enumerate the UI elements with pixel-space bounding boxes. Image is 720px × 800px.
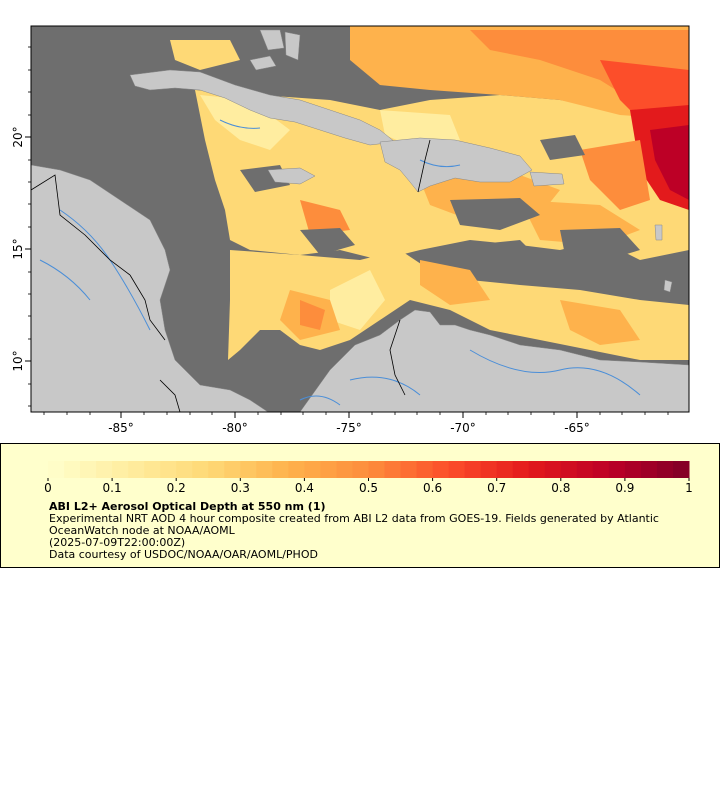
- colorbar-swatch: [128, 461, 145, 478]
- colorbar-swatch: [400, 461, 418, 478]
- x-tick-label: -85°: [108, 421, 134, 435]
- land: [31, 29, 689, 412]
- colorbar-swatch: [272, 461, 289, 478]
- colorbar-swatch: [576, 461, 594, 478]
- legend-title: ABI L2+ Aerosol Optical Depth at 550 nm …: [49, 500, 326, 513]
- cuba-landmass: [129, 69, 396, 146]
- aod-map: -85° -80° -75° -70° -65° 20° 15° 10°: [11, 25, 690, 435]
- legend-description: Experimental NRT AOD 4 hour composite cr…: [49, 512, 659, 537]
- colorbar-swatch: [496, 461, 514, 478]
- colorbar-swatch: [336, 461, 353, 478]
- x-tick-label: -80°: [222, 421, 248, 435]
- colorbar-tick-label: 0.1: [103, 481, 122, 495]
- country-borders: [31, 139, 431, 412]
- colorbar-swatch: [144, 461, 161, 478]
- colorbar-swatch: [160, 461, 177, 478]
- colorbar-tick-label: 1: [685, 481, 693, 495]
- colorbar-swatch: [368, 461, 386, 478]
- colorbar-swatch: [432, 461, 450, 478]
- map-frame: [30, 25, 690, 413]
- colorbar-swatch: [224, 461, 241, 478]
- legend-credit: Data courtesy of USDOC/NOAA/OAR/AOML/PHO…: [49, 548, 318, 561]
- colorbar-tick-label: 0: [44, 481, 52, 495]
- colorbar-swatch: [624, 461, 642, 478]
- colorbar-swatch: [176, 461, 193, 478]
- colorbar-tick-label: 0.8: [551, 481, 570, 495]
- colorbar-swatch: [64, 461, 81, 478]
- colorbar-swatch: [80, 461, 97, 478]
- colorbar-swatch: [288, 461, 305, 478]
- colorbar-tick-label: 0.3: [231, 481, 250, 495]
- colorbar-tick-label: 0.2: [167, 481, 186, 495]
- colorbar-swatches: [48, 461, 690, 478]
- jamaica-landmass: [267, 167, 316, 185]
- colorbar-swatch: [480, 461, 498, 478]
- legend-timestamp: (2025-07-09T22:00:00Z): [49, 536, 186, 549]
- colorbar-tick-label: 0.4: [295, 481, 314, 495]
- x-tick-label: -75°: [336, 421, 362, 435]
- colorbar-swatch: [384, 461, 402, 478]
- colorbar-swatch: [560, 461, 578, 478]
- colorbar-swatch: [464, 461, 482, 478]
- colorbar-swatch: [48, 461, 65, 478]
- x-tick-label: -65°: [564, 421, 590, 435]
- colorbar-swatch: [304, 461, 321, 478]
- rivers: [39, 119, 641, 406]
- colorbar-swatch: [448, 461, 466, 478]
- y-tick-label: 20°: [11, 126, 25, 147]
- y-axis-labels: 20° 15° 10°: [11, 126, 25, 371]
- colorbar-swatch: [416, 461, 434, 478]
- colorbar-ticks: 0 0.1 0.2 0.3 0.4 0.5 0.6 0.7 0.8 0.9 1: [44, 478, 693, 495]
- colorbar-swatch: [320, 461, 337, 478]
- colorbar-swatch: [352, 461, 369, 478]
- hispaniola-landmass: [379, 137, 533, 193]
- colorbar-swatch: [640, 461, 658, 478]
- colorbar-tick-label: 0.6: [423, 481, 442, 495]
- colorbar-swatch: [256, 461, 273, 478]
- colorbar-swatch: [96, 461, 113, 478]
- axis-ticks: [25, 46, 669, 418]
- colorbar-swatch: [656, 461, 674, 478]
- colorbar-swatch: [512, 461, 530, 478]
- central-america-landmass: [31, 164, 269, 412]
- colorbar-swatch: [592, 461, 610, 478]
- colorbar-swatch: [208, 461, 225, 478]
- colorbar-swatch: [544, 461, 562, 478]
- colorbar-tick-label: 0.9: [615, 481, 634, 495]
- colorbar-swatch: [112, 461, 129, 478]
- legend-text: ABI L2+ Aerosol Optical Depth at 550 nm …: [49, 501, 689, 561]
- colorbar-swatch: [192, 461, 209, 478]
- y-tick-label: 15°: [11, 238, 25, 259]
- colorbar-swatch: [608, 461, 626, 478]
- colorbar-tick-label: 0.5: [359, 481, 378, 495]
- colorbar-swatch: [528, 461, 546, 478]
- x-axis-labels: -85° -80° -75° -70° -65°: [108, 421, 590, 435]
- colorbar: 0 0.1 0.2 0.3 0.4 0.5 0.6 0.7 0.8 0.9 1: [44, 461, 693, 495]
- legend-panel: 0 0.1 0.2 0.3 0.4 0.5 0.6 0.7 0.8 0.9 1 ABI L2+ Ae…: [0, 443, 720, 568]
- x-tick-label: -70°: [450, 421, 476, 435]
- south-america-landmass: [299, 309, 689, 412]
- y-tick-label: 10°: [11, 350, 25, 371]
- colorbar-swatch: [672, 461, 690, 478]
- colorbar-tick-label: 0.7: [487, 481, 506, 495]
- colorbar-swatch: [240, 461, 257, 478]
- puerto-rico-landmass: [529, 171, 565, 187]
